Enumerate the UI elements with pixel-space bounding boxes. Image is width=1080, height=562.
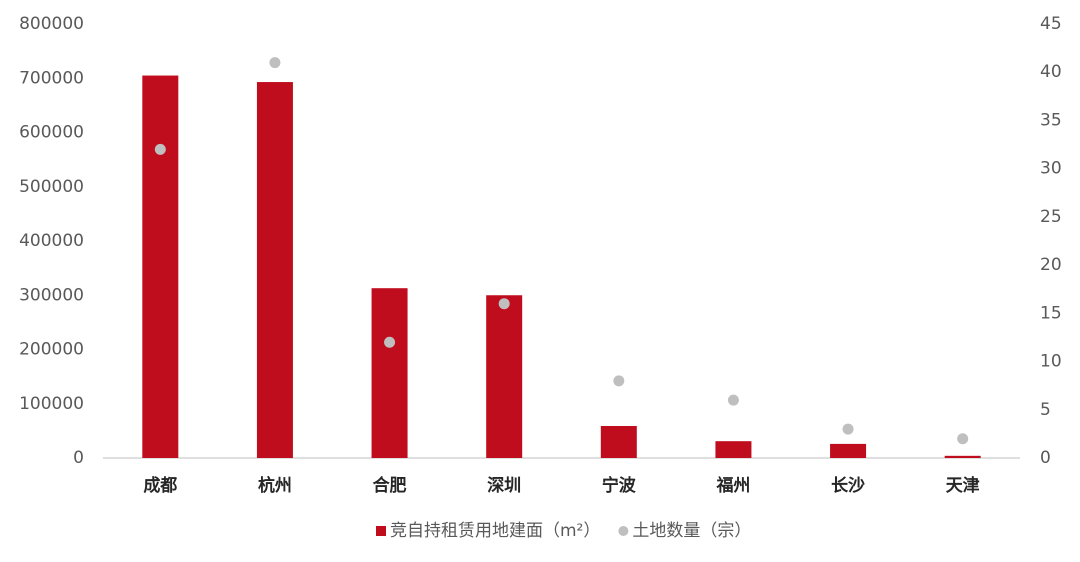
point <box>498 298 510 310</box>
y-tick-label: 200000 <box>19 340 84 360</box>
bar <box>256 82 293 459</box>
y-tick-label: 0 <box>73 448 84 468</box>
point <box>727 394 739 406</box>
y2-tick-label: 35 <box>1040 110 1062 130</box>
point <box>613 375 625 387</box>
bar <box>486 295 523 458</box>
x-tick-label: 合肥 <box>373 475 407 496</box>
x-tick-label: 长沙 <box>831 475 865 496</box>
y-tick-label: 300000 <box>19 285 84 305</box>
y2-tick-label: 45 <box>1040 14 1062 34</box>
y2-tick-label: 10 <box>1040 352 1062 372</box>
x-tick-label: 杭州 <box>258 475 292 496</box>
y2-tick-label: 15 <box>1040 303 1062 323</box>
bar <box>944 455 981 458</box>
y2-tick-label: 0 <box>1040 448 1051 468</box>
y-tick-label: 500000 <box>19 177 84 197</box>
bar <box>142 75 179 458</box>
y2-tick-label: 20 <box>1040 255 1062 275</box>
legend-label: 竞自持租赁用地建面（m²） <box>390 521 600 541</box>
point <box>154 143 166 155</box>
y-tick-label: 400000 <box>19 231 84 251</box>
bar <box>371 288 408 458</box>
y2-tick-label: 5 <box>1040 400 1051 420</box>
point <box>384 336 396 348</box>
y2-tick-label: 40 <box>1040 62 1062 82</box>
y-tick-label: 100000 <box>19 394 84 414</box>
y-tick-label: 700000 <box>19 68 84 88</box>
x-tick-label: 福州 <box>715 475 750 496</box>
legend-swatch <box>376 526 386 536</box>
x-tick-label: 天津 <box>946 475 980 496</box>
bar <box>600 425 637 458</box>
point <box>957 433 969 445</box>
y2-tick-label: 25 <box>1040 207 1062 227</box>
bar <box>715 441 752 458</box>
x-tick-label: 成都 <box>143 475 177 496</box>
point <box>842 423 854 435</box>
legend-label: 土地数量（宗） <box>632 521 751 541</box>
y-tick-label: 800000 <box>19 14 84 34</box>
legend-swatch <box>618 526 629 536</box>
x-tick-label: 宁波 <box>602 475 637 496</box>
y-tick-label: 600000 <box>19 123 84 143</box>
bar <box>830 443 867 458</box>
x-tick-label: 深圳 <box>487 475 521 496</box>
point <box>269 57 281 69</box>
y2-tick-label: 30 <box>1040 159 1062 179</box>
